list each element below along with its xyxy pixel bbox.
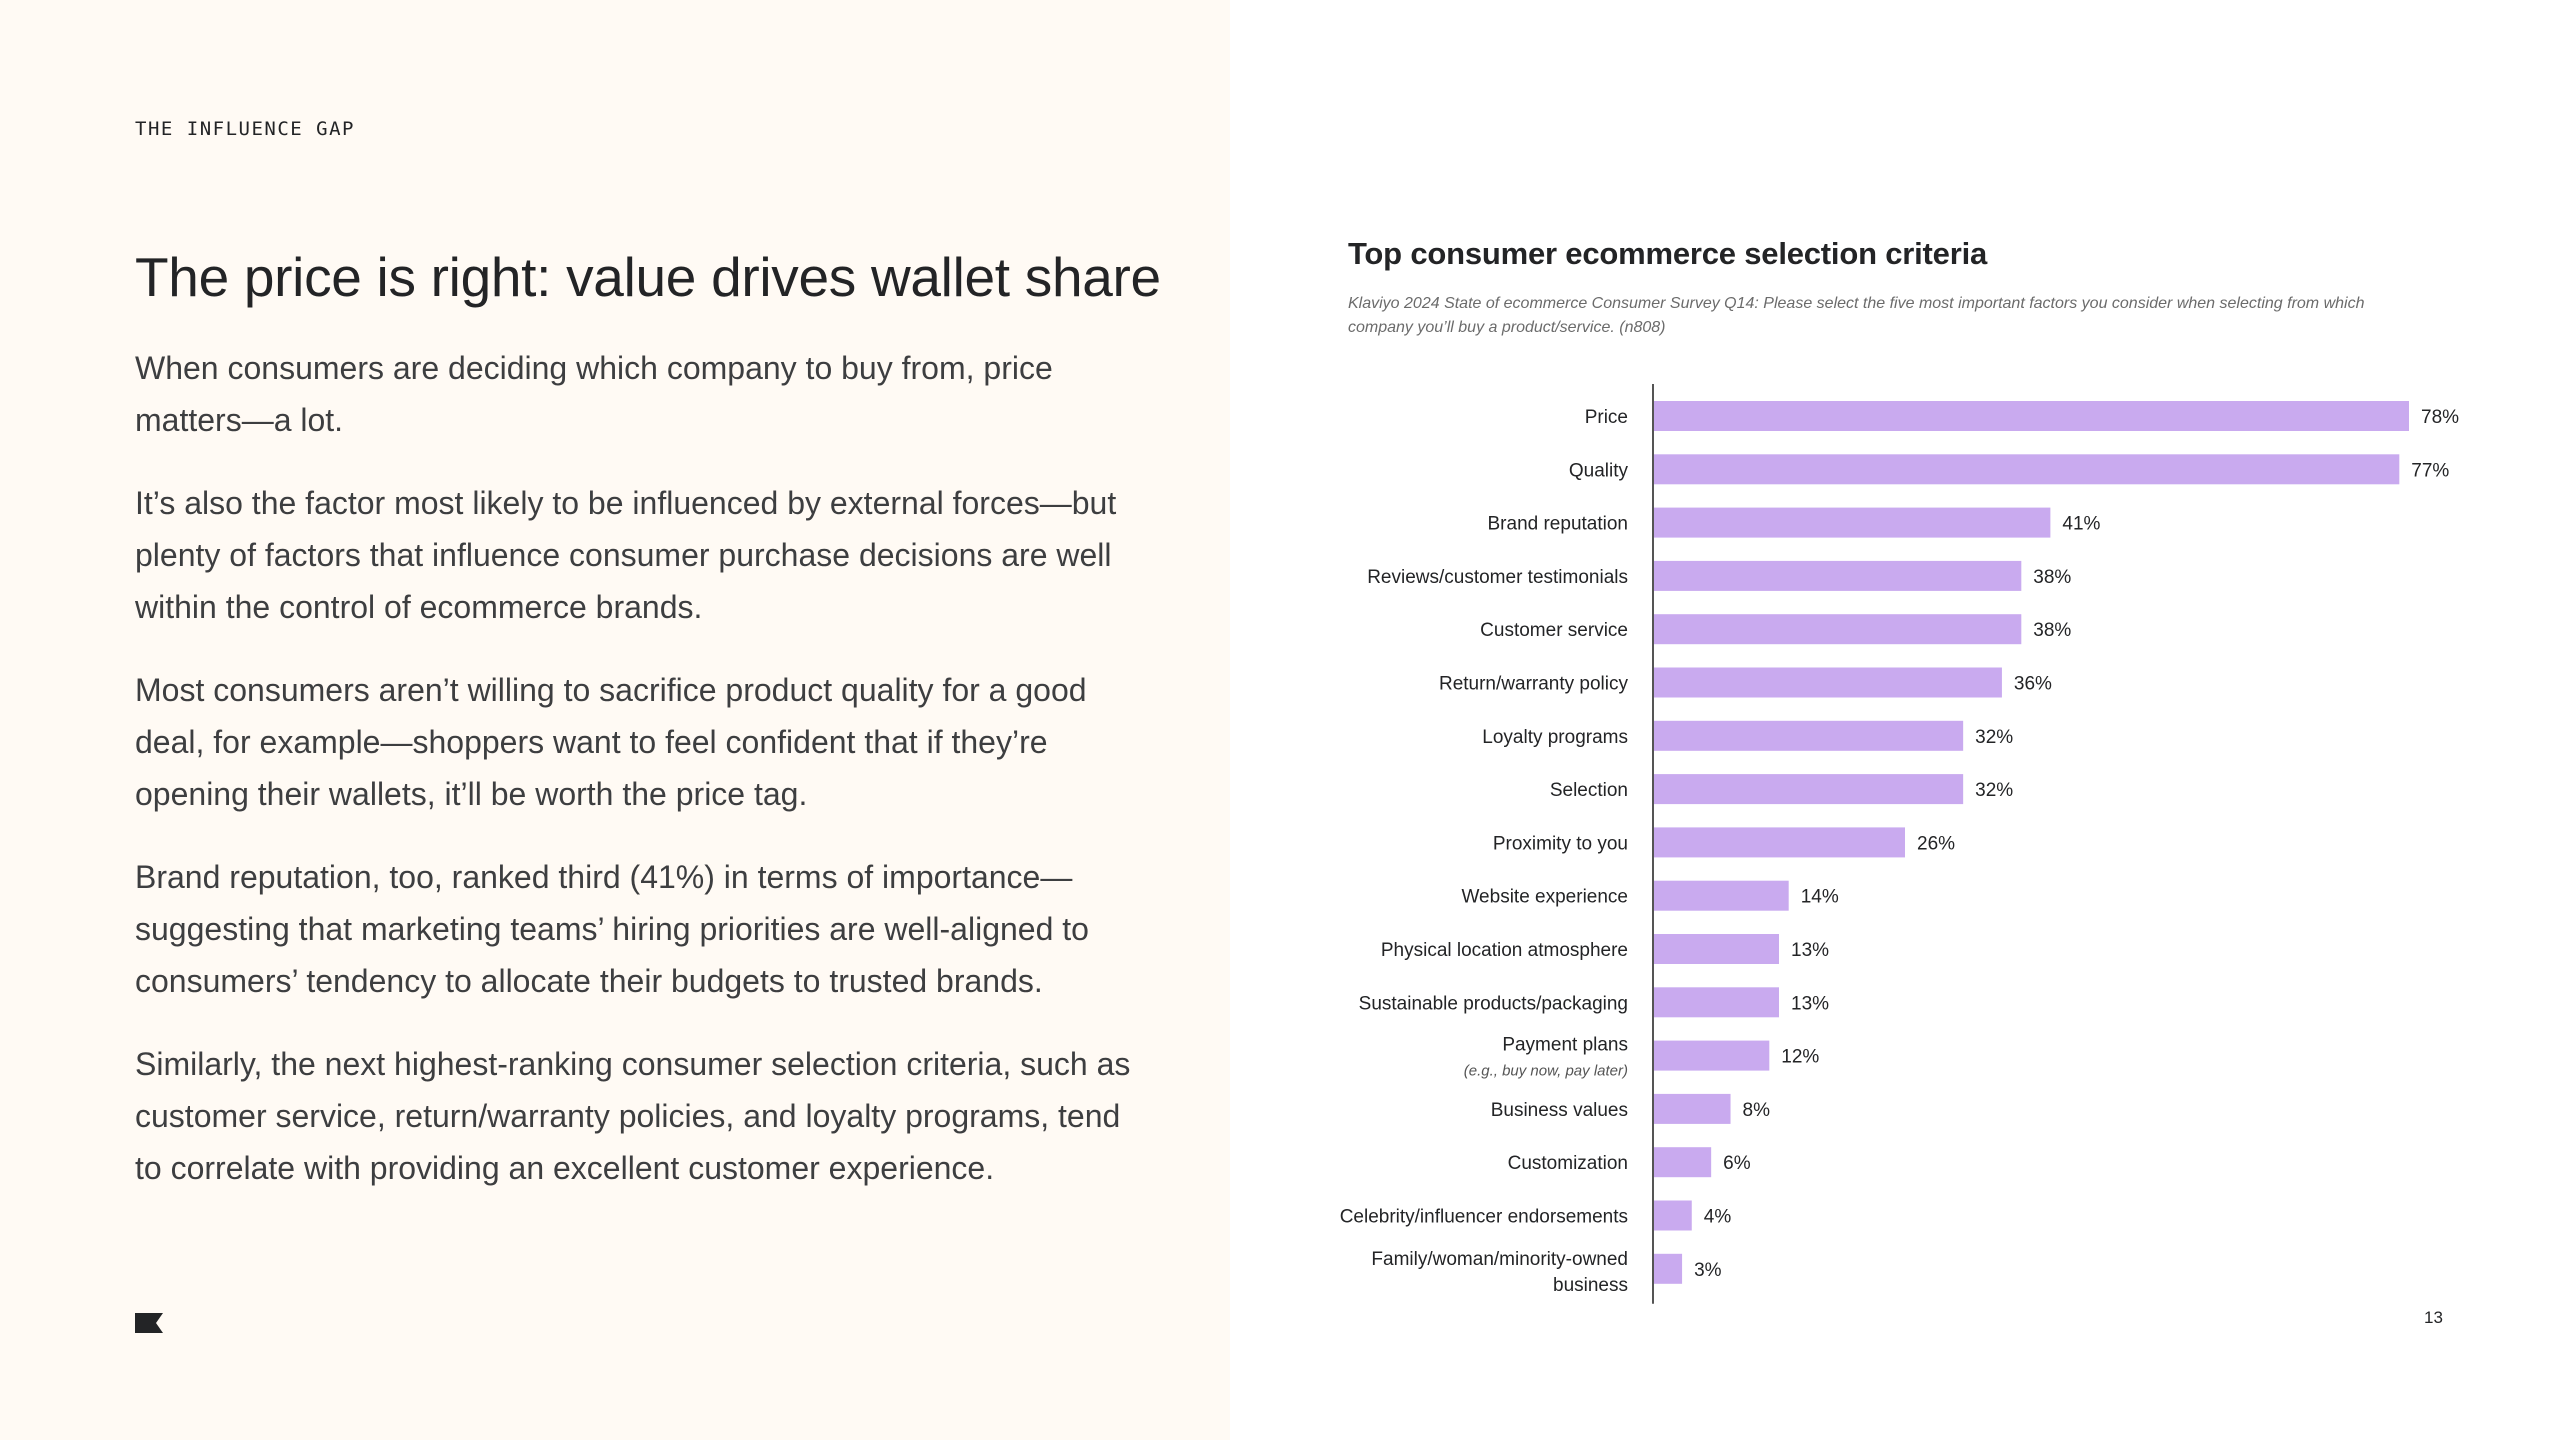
value-label: 32% — [1975, 780, 2013, 801]
category-label: Customization — [1508, 1153, 1628, 1174]
category-label: Return/warranty policy — [1439, 674, 1629, 695]
value-label: 6% — [1723, 1153, 1751, 1174]
value-label: 36% — [2014, 674, 2052, 695]
category-label: Proximity to you — [1493, 833, 1628, 854]
bar — [1653, 401, 2409, 431]
bar-chart: 78% Price 77% Quality 41% Brand reputation 38%… — [1340, 384, 2459, 1304]
bar — [1653, 827, 1905, 858]
category-label: Family/woman/minority-owned — [1371, 1249, 1628, 1270]
category-label: Customer service — [1480, 620, 1628, 641]
value-label: 3% — [1694, 1260, 1722, 1281]
paragraph: Brand reputation, too, ranked third (41%… — [135, 859, 1089, 999]
section-label: THE INFLUENCE GAP — [135, 118, 355, 140]
paragraph: When consumers are deciding which compan… — [135, 350, 1053, 438]
bar — [1653, 774, 1964, 805]
value-label: 4% — [1704, 1207, 1732, 1228]
category-label-line2: business — [1553, 1275, 1628, 1296]
value-label: 13% — [1791, 940, 1829, 961]
value-label: 14% — [1801, 887, 1839, 908]
bar — [1653, 1253, 1683, 1284]
right-panel — [1230, 0, 2560, 1440]
category-label: Selection — [1550, 780, 1628, 801]
bar — [1653, 934, 1779, 964]
category-label: Reviews/customer testimonials — [1367, 567, 1628, 588]
value-label: 8% — [1743, 1100, 1771, 1121]
category-label: Loyalty programs — [1482, 727, 1628, 748]
chart-subtitle: Klaviyo 2024 State of ecommerce Consumer… — [1348, 295, 2365, 336]
value-label: 78% — [2421, 407, 2459, 428]
value-label: 12% — [1781, 1047, 1819, 1068]
bar — [1653, 720, 1964, 751]
bar — [1653, 614, 2022, 645]
bar — [1653, 987, 1779, 1018]
category-label: Price — [1585, 407, 1628, 428]
bar — [1653, 454, 2400, 485]
klaviyo-flag-icon — [135, 1313, 163, 1333]
bar — [1653, 667, 2002, 698]
category-label: Website experience — [1461, 887, 1628, 908]
paragraph: Similarly, the next highest-ranking cons… — [135, 1046, 1131, 1186]
category-label: Brand reputation — [1488, 514, 1629, 535]
category-label: Business values — [1491, 1100, 1628, 1121]
paragraph: It’s also the factor most likely to be i… — [135, 485, 1117, 625]
value-label: 26% — [1917, 833, 1955, 854]
bar — [1653, 1093, 1731, 1124]
left-panel — [0, 0, 1230, 1440]
bar — [1653, 560, 2022, 591]
page-title: The price is right: value drives wallet … — [135, 246, 1161, 308]
chart-title: Top consumer ecommerce selection criteri… — [1348, 236, 1988, 271]
value-label: 41% — [2062, 514, 2100, 535]
page-number: 13 — [2424, 1308, 2443, 1327]
bar — [1653, 1147, 1712, 1178]
category-label: Sustainable products/packaging — [1359, 993, 1628, 1014]
category-label: Physical location atmosphere — [1381, 940, 1628, 961]
bar — [1653, 507, 2051, 538]
category-sublabel: (e.g., buy now, pay later) — [1464, 1063, 1628, 1080]
paragraph: Most consumers aren’t willing to sacrifi… — [135, 672, 1087, 812]
value-label: 13% — [1791, 993, 1829, 1014]
category-label: Payment plans — [1502, 1035, 1628, 1056]
value-label: 38% — [2033, 620, 2071, 641]
category-label: Quality — [1569, 460, 1629, 481]
value-label: 32% — [1975, 727, 2013, 748]
bar — [1653, 880, 1789, 911]
value-label: 77% — [2411, 460, 2449, 481]
bar — [1653, 1040, 1770, 1071]
body-copy: When consumers are deciding which compan… — [135, 342, 1135, 1225]
value-label: 38% — [2033, 567, 2071, 588]
bar — [1653, 1200, 1692, 1231]
category-label: Celebrity/influencer endorsements — [1340, 1207, 1628, 1228]
